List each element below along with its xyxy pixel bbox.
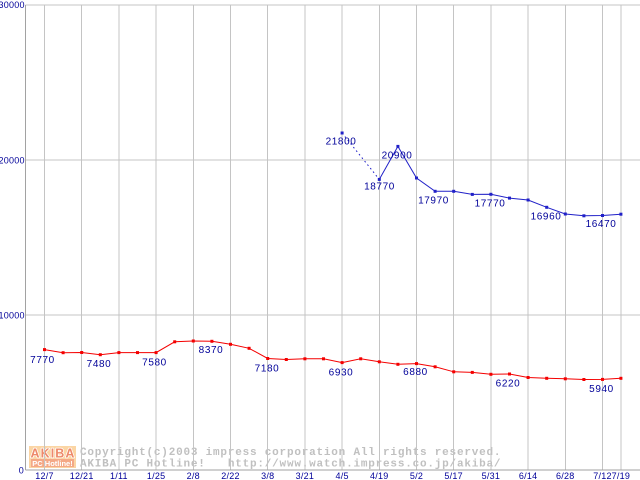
- svg-text:5/31: 5/31: [482, 471, 501, 480]
- svg-text:6220: 6220: [496, 378, 521, 389]
- svg-text:1/11: 1/11: [110, 471, 128, 480]
- svg-text:AKIBA: AKIBA: [30, 447, 75, 461]
- svg-text:20000: 20000: [0, 155, 25, 165]
- svg-text:30000: 30000: [0, 0, 25, 10]
- svg-text:2/8: 2/8: [187, 471, 200, 480]
- svg-text:Copyright(c)2003 impress corpo: Copyright(c)2003 impress corporation All…: [80, 447, 501, 459]
- svg-text:4/5: 4/5: [335, 471, 348, 480]
- svg-text:4/19: 4/19: [370, 471, 389, 480]
- svg-text:3/21: 3/21: [296, 471, 315, 480]
- svg-text:7480: 7480: [87, 359, 112, 370]
- svg-text:0: 0: [19, 465, 24, 475]
- svg-text:7/19: 7/19: [612, 471, 631, 480]
- svg-text:7580: 7580: [142, 358, 167, 369]
- svg-text:7/12: 7/12: [593, 471, 612, 480]
- svg-text:5/17: 5/17: [444, 471, 463, 480]
- svg-text:6880: 6880: [403, 367, 428, 378]
- svg-text:AKIBA PC Hotline! http://www: AKIBA PC Hotline! http://www.watch.impre…: [80, 459, 501, 471]
- svg-text:3/8: 3/8: [261, 471, 274, 480]
- svg-text:10000: 10000: [0, 310, 25, 320]
- svg-text:8370: 8370: [199, 345, 224, 356]
- svg-text:12/21: 12/21: [70, 471, 94, 480]
- svg-text:PC Hotline!: PC Hotline!: [32, 459, 72, 468]
- svg-text:7180: 7180: [255, 364, 280, 375]
- svg-text:17970: 17970: [418, 196, 449, 207]
- svg-text:5/2: 5/2: [410, 471, 423, 480]
- svg-text:7770: 7770: [30, 355, 55, 366]
- svg-text:5940: 5940: [589, 384, 614, 395]
- svg-text:16960: 16960: [531, 212, 562, 223]
- svg-text:17770: 17770: [475, 199, 506, 210]
- svg-text:18770: 18770: [364, 182, 395, 193]
- svg-text:1/25: 1/25: [147, 471, 166, 480]
- svg-text:21800: 21800: [326, 137, 357, 148]
- svg-text:2/22: 2/22: [221, 471, 240, 480]
- svg-text:6/28: 6/28: [556, 471, 575, 480]
- svg-text:6/14: 6/14: [519, 471, 538, 480]
- svg-text:12/7: 12/7: [35, 471, 54, 480]
- svg-text:16470: 16470: [586, 219, 617, 230]
- svg-text:6930: 6930: [329, 368, 354, 379]
- svg-text:20900: 20900: [382, 150, 413, 161]
